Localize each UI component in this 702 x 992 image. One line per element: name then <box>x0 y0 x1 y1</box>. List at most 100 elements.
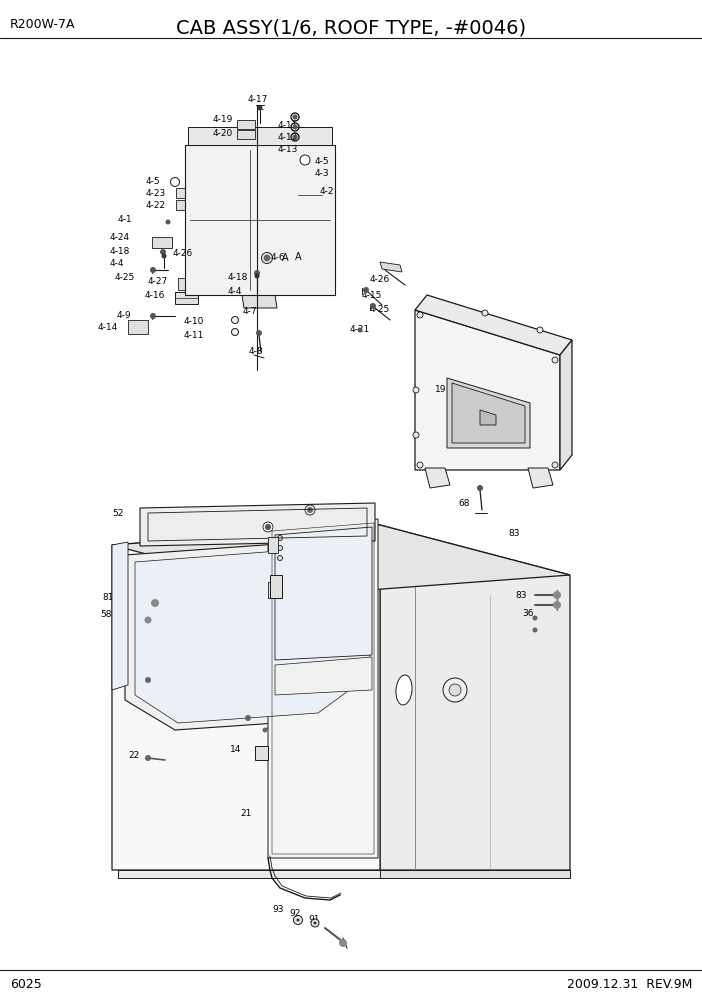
Polygon shape <box>447 378 530 448</box>
Text: 4-9: 4-9 <box>117 310 132 319</box>
Polygon shape <box>480 410 496 425</box>
Circle shape <box>293 125 298 130</box>
Text: 82: 82 <box>232 708 244 717</box>
Circle shape <box>311 919 319 927</box>
Polygon shape <box>268 537 278 553</box>
Polygon shape <box>415 295 572 355</box>
Text: 93: 93 <box>272 906 284 915</box>
Text: 4-5: 4-5 <box>315 158 330 167</box>
Text: 4-7: 4-7 <box>243 307 258 315</box>
Polygon shape <box>268 519 378 858</box>
Text: 4-13: 4-13 <box>278 145 298 154</box>
Text: 21: 21 <box>240 809 251 818</box>
Text: 4-23: 4-23 <box>146 189 166 198</box>
Circle shape <box>370 303 376 309</box>
Text: 4-2: 4-2 <box>320 187 334 196</box>
Circle shape <box>477 485 483 491</box>
Text: A: A <box>295 252 302 262</box>
Text: 4-11: 4-11 <box>184 330 204 339</box>
Text: 4-4: 4-4 <box>110 260 124 269</box>
Polygon shape <box>425 468 450 488</box>
Circle shape <box>166 219 171 224</box>
Circle shape <box>296 919 300 922</box>
Polygon shape <box>237 120 255 129</box>
Text: 58,59: 58,59 <box>100 609 126 618</box>
Text: 83: 83 <box>515 590 526 599</box>
Text: R200W-7A: R200W-7A <box>10 18 76 31</box>
Text: 92: 92 <box>289 910 300 919</box>
Text: 22: 22 <box>128 674 139 682</box>
Text: 4-16: 4-16 <box>145 292 166 301</box>
Circle shape <box>160 249 166 255</box>
Text: 19: 19 <box>435 386 446 395</box>
Text: 4-6: 4-6 <box>271 253 286 262</box>
Circle shape <box>254 270 260 276</box>
Text: 4-26: 4-26 <box>370 276 390 285</box>
Polygon shape <box>140 503 375 546</box>
Circle shape <box>537 327 543 333</box>
Circle shape <box>145 616 152 624</box>
Circle shape <box>232 316 239 323</box>
Circle shape <box>263 727 267 732</box>
Polygon shape <box>255 746 268 760</box>
Polygon shape <box>135 544 370 723</box>
Polygon shape <box>380 525 570 870</box>
Polygon shape <box>268 582 278 598</box>
Circle shape <box>449 684 461 696</box>
Text: 4-25: 4-25 <box>370 306 390 314</box>
Circle shape <box>277 546 282 551</box>
Polygon shape <box>192 254 215 260</box>
Circle shape <box>314 922 317 925</box>
Circle shape <box>357 327 362 332</box>
Text: 6025: 6025 <box>10 977 41 990</box>
Text: 14: 14 <box>230 746 241 755</box>
Circle shape <box>552 357 558 363</box>
Circle shape <box>145 755 151 761</box>
Circle shape <box>232 328 239 335</box>
Circle shape <box>245 715 251 721</box>
Text: 31: 31 <box>257 572 268 581</box>
Polygon shape <box>175 292 198 304</box>
Text: 4-21: 4-21 <box>350 325 370 334</box>
Text: 83: 83 <box>508 530 519 539</box>
Polygon shape <box>303 170 320 182</box>
Polygon shape <box>415 310 560 470</box>
Circle shape <box>417 312 423 318</box>
Circle shape <box>277 536 282 541</box>
Polygon shape <box>298 188 322 202</box>
Polygon shape <box>118 870 380 878</box>
Ellipse shape <box>396 675 412 705</box>
Text: 4-18: 4-18 <box>228 273 249 282</box>
Polygon shape <box>237 130 255 139</box>
Text: 4-14: 4-14 <box>98 323 118 332</box>
Circle shape <box>363 287 369 293</box>
Text: 4-27: 4-27 <box>148 278 168 287</box>
Text: A: A <box>282 253 289 263</box>
Circle shape <box>263 255 270 262</box>
Text: 4-20: 4-20 <box>213 129 233 138</box>
Circle shape <box>256 330 262 336</box>
Circle shape <box>265 524 271 530</box>
Text: 36: 36 <box>522 609 534 618</box>
Polygon shape <box>452 383 525 443</box>
Text: 2009.12.31  REV.9M: 2009.12.31 REV.9M <box>567 977 692 990</box>
Polygon shape <box>560 340 572 470</box>
Polygon shape <box>242 295 277 308</box>
Text: 4-8: 4-8 <box>249 347 264 356</box>
Text: 4-10: 4-10 <box>184 317 204 326</box>
Circle shape <box>161 254 166 259</box>
Polygon shape <box>128 320 148 334</box>
Circle shape <box>307 507 313 513</box>
Polygon shape <box>185 145 335 295</box>
Circle shape <box>417 462 423 468</box>
Circle shape <box>255 274 260 279</box>
Text: 4-22: 4-22 <box>146 201 166 210</box>
Text: 4-12: 4-12 <box>278 133 298 142</box>
Polygon shape <box>125 537 375 730</box>
Polygon shape <box>380 870 570 878</box>
Circle shape <box>300 155 310 165</box>
Circle shape <box>293 114 298 119</box>
Circle shape <box>151 599 159 607</box>
Text: 4-21: 4-21 <box>208 521 228 530</box>
Circle shape <box>533 628 538 633</box>
